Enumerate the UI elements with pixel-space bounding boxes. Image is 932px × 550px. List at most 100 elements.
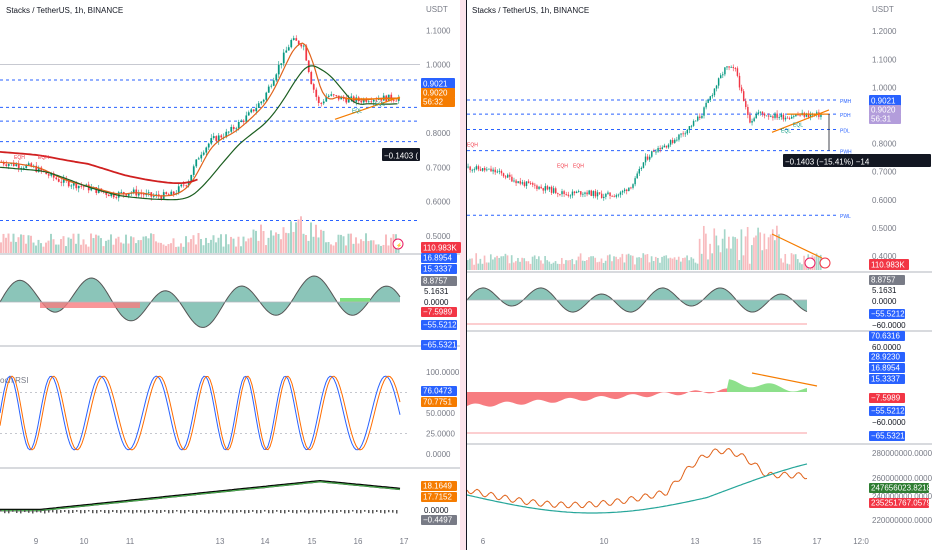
price-badge-current: 0.9020	[871, 106, 896, 115]
volume-bar	[803, 255, 805, 270]
hist-bar	[208, 510, 210, 514]
left-chart-canvas[interactable]: 1.10001.00000.90000.80000.70000.60000.50…	[0, 0, 466, 550]
volume-bar	[592, 256, 594, 270]
hist-bar	[396, 510, 398, 514]
volume-bar	[792, 254, 795, 270]
lightning-icon[interactable]	[392, 238, 404, 250]
volume-bar	[150, 233, 152, 253]
volume-bar	[45, 242, 47, 253]
countdown-badge-bg	[869, 114, 901, 124]
right-chart-panel[interactable]: Stacks / TetherUS, 1h, BINANCE 1.2000 1.1…	[467, 0, 932, 550]
volume-bar	[160, 242, 162, 253]
volume-bar	[365, 233, 367, 253]
candle-body	[488, 168, 490, 170]
hist-bar	[360, 510, 362, 514]
volume-bar	[97, 235, 100, 253]
volume-bar	[755, 235, 757, 270]
candle-body	[20, 168, 23, 169]
volume-bar	[799, 262, 801, 270]
candle-body	[225, 131, 228, 138]
lightning-icon[interactable]	[804, 257, 816, 269]
hist-bar	[44, 510, 46, 514]
volume-bar	[70, 238, 72, 253]
volume-bar	[540, 260, 542, 270]
volume-bar	[270, 230, 272, 253]
price-tick: 0.5000	[872, 224, 897, 233]
volume-bar	[232, 238, 235, 253]
osc-value-badge: −55.5212	[871, 407, 905, 416]
left-chart-panel[interactable]: Stacks / TetherUS, 1h, BINANCE 1.1000 1.0…	[0, 0, 466, 550]
eql-label: EQL	[352, 109, 362, 115]
volume-bar	[372, 240, 375, 253]
volume-bar	[640, 257, 642, 270]
candle-body	[207, 143, 210, 148]
volume-bar	[788, 264, 791, 270]
volume-bar	[663, 255, 665, 270]
volume-bar	[786, 263, 789, 270]
volume-bar	[135, 243, 137, 253]
volume-bar	[17, 237, 20, 253]
hist-bar	[40, 510, 42, 513]
osc-value-badge-bg	[869, 431, 905, 441]
volume-bar	[782, 262, 784, 270]
hist-bar	[56, 510, 58, 514]
volume-bar	[471, 258, 473, 270]
volume-bar	[744, 236, 747, 270]
hist-bar	[216, 510, 218, 513]
volume-bar	[182, 246, 185, 253]
panel-divider[interactable]	[466, 0, 467, 550]
volume-bar	[162, 244, 165, 253]
candle-body	[542, 188, 544, 191]
osc-value-badge: −55.5212	[871, 310, 905, 319]
volume-bar	[673, 257, 676, 270]
volume-bar	[100, 238, 102, 253]
candle-body	[722, 74, 724, 76]
osc3-tick: 280000000.0000	[872, 449, 932, 458]
volume-bar	[481, 263, 484, 270]
volume-bar	[631, 255, 634, 270]
volume-bar	[680, 261, 682, 270]
candle-body	[546, 186, 549, 190]
candle-body	[807, 113, 810, 118]
candle-body	[584, 192, 586, 194]
osc-value-badge: 28.9230	[871, 353, 900, 362]
candle-body	[717, 78, 720, 86]
hist-bar	[116, 510, 118, 513]
candle-body	[137, 193, 140, 196]
volume-bar	[85, 244, 87, 253]
volume-bar	[140, 240, 142, 253]
right-chart-canvas[interactable]: 1.20001.10001.00000.90000.80000.70000.60…	[467, 0, 932, 550]
candle-body	[523, 182, 526, 186]
candle-body	[302, 45, 305, 47]
volume-bar	[776, 225, 778, 270]
volume-bar	[801, 264, 803, 270]
candle-body	[177, 186, 180, 194]
candle-body	[75, 182, 78, 189]
hist-bar	[352, 510, 354, 512]
candle-body	[380, 98, 383, 101]
candle-body	[395, 100, 398, 102]
candle-body	[657, 148, 659, 152]
hist-bar	[52, 510, 54, 513]
candle-body	[540, 186, 542, 189]
candle-body	[170, 191, 173, 195]
flag-icon[interactable]	[819, 257, 831, 269]
volume-bar	[357, 243, 360, 253]
volume-bar	[517, 257, 519, 270]
hist-bar	[308, 510, 310, 514]
candle-body	[565, 194, 567, 195]
volume-bar	[590, 256, 592, 270]
candle-body	[772, 116, 774, 118]
candle-body	[577, 191, 580, 193]
volume-bar	[765, 249, 768, 270]
hist-bar	[104, 510, 106, 514]
volume-bar	[519, 261, 521, 270]
candle-body	[636, 173, 638, 179]
candle-body	[347, 98, 350, 103]
volume-bar	[312, 236, 315, 253]
osc-value-badge-bg	[421, 276, 457, 286]
candle-body	[684, 133, 686, 135]
time-tick: 15	[753, 537, 762, 546]
hist-bar	[240, 510, 242, 513]
candle-body	[753, 118, 755, 121]
